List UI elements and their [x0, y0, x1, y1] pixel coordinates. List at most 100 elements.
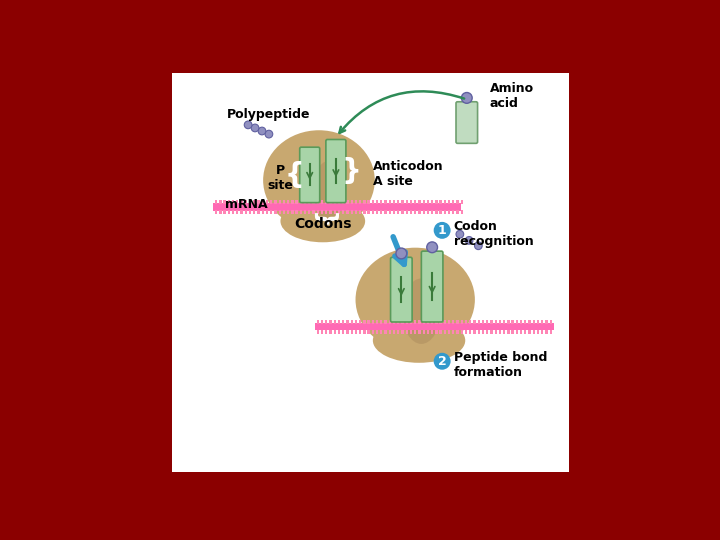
Bar [444, 210, 446, 214]
Bar [410, 320, 412, 323]
Bar [274, 210, 276, 214]
Bar [367, 330, 370, 334]
Bar [245, 210, 247, 214]
Bar [338, 210, 340, 214]
Bar [287, 200, 289, 204]
Text: Polypeptide: Polypeptide [227, 109, 310, 122]
Bar [317, 210, 319, 214]
Bar [456, 210, 459, 214]
Bar [486, 320, 488, 323]
FancyBboxPatch shape [326, 139, 346, 202]
Bar [448, 210, 450, 214]
Circle shape [433, 222, 451, 239]
Bar [427, 210, 429, 214]
Circle shape [251, 124, 259, 132]
Bar [473, 320, 476, 323]
Bar [308, 200, 310, 204]
Bar [359, 210, 361, 214]
Circle shape [462, 92, 472, 103]
Bar [384, 200, 387, 204]
Bar [228, 210, 230, 214]
Bar [266, 210, 268, 214]
Bar [329, 320, 332, 323]
Bar [355, 210, 357, 214]
Text: Anticodon
A site: Anticodon A site [373, 160, 444, 188]
Bar [435, 200, 438, 204]
Bar [503, 330, 505, 334]
Circle shape [396, 248, 407, 259]
Bar [384, 330, 387, 334]
Bar [389, 200, 391, 204]
Bar [401, 200, 404, 204]
Bar [439, 320, 442, 323]
Text: Amino
acid: Amino acid [490, 82, 534, 110]
Bar [461, 330, 463, 334]
Bar [380, 210, 382, 214]
Bar [524, 330, 526, 334]
Bar [215, 210, 217, 214]
Bar [236, 200, 238, 204]
Bar [228, 200, 230, 204]
Bar [461, 210, 463, 214]
Bar [232, 200, 234, 204]
Bar [516, 330, 518, 334]
Bar [274, 200, 276, 204]
Bar [283, 210, 285, 214]
Bar [223, 200, 226, 204]
Bar [257, 200, 260, 204]
Text: Peptide bond
formation: Peptide bond formation [454, 351, 547, 379]
Bar [359, 320, 361, 323]
Circle shape [474, 242, 482, 249]
Circle shape [465, 237, 473, 244]
Bar [452, 330, 454, 334]
Bar [549, 330, 552, 334]
Bar [351, 320, 353, 323]
FancyBboxPatch shape [390, 257, 412, 322]
Bar [346, 210, 348, 214]
Bar [329, 210, 332, 214]
FancyBboxPatch shape [300, 147, 320, 202]
Bar [477, 330, 480, 334]
Bar [315, 323, 554, 330]
Bar [300, 210, 302, 214]
Bar [549, 320, 552, 323]
Bar [342, 320, 344, 323]
Bar [346, 320, 348, 323]
Bar [372, 330, 374, 334]
Bar [325, 320, 328, 323]
Bar [249, 210, 251, 214]
Bar [270, 200, 272, 204]
Bar [482, 330, 484, 334]
Bar [435, 320, 438, 323]
Bar [342, 330, 344, 334]
Bar [418, 320, 420, 323]
Bar [541, 330, 544, 334]
Bar [257, 210, 260, 214]
Bar [456, 200, 459, 204]
Bar [418, 200, 420, 204]
Bar [401, 330, 404, 334]
Bar [172, 73, 570, 472]
Bar [279, 210, 281, 214]
Text: {: { [284, 161, 304, 189]
Bar [317, 330, 319, 334]
FancyBboxPatch shape [421, 251, 443, 322]
Bar [410, 200, 412, 204]
Bar [312, 200, 315, 204]
Bar [405, 200, 408, 204]
Bar [240, 210, 243, 214]
Bar [477, 320, 480, 323]
Bar [495, 320, 497, 323]
Bar [321, 210, 323, 214]
Ellipse shape [312, 161, 343, 222]
Bar [444, 200, 446, 204]
Bar [486, 330, 488, 334]
Bar [431, 200, 433, 204]
Bar [495, 330, 497, 334]
Bar [448, 330, 450, 334]
Bar [367, 210, 370, 214]
Bar [287, 210, 289, 214]
Bar [376, 210, 378, 214]
Bar [469, 320, 472, 323]
Bar [516, 320, 518, 323]
